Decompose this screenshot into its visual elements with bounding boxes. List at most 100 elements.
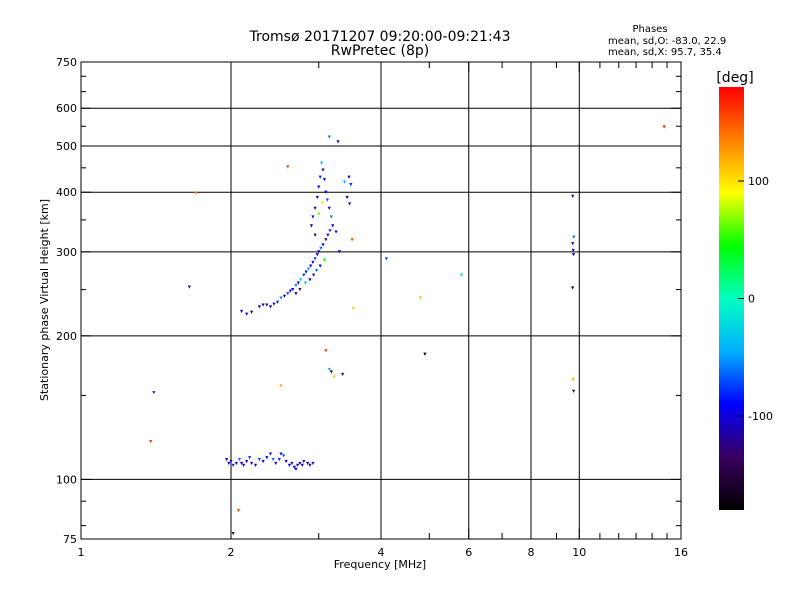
- data-point: [423, 352, 427, 356]
- grid-lines: [81, 62, 681, 539]
- data-point: [187, 285, 191, 289]
- data-point: [342, 180, 347, 184]
- data-point: [317, 185, 321, 189]
- data-point: [274, 461, 278, 466]
- data-point: [299, 278, 303, 282]
- data-point: [303, 281, 307, 285]
- data-point: [418, 296, 423, 300]
- data-point: [245, 312, 249, 316]
- data-point: [345, 195, 349, 200]
- data-point: [300, 463, 304, 467]
- y-tick-label: 200: [56, 330, 77, 343]
- info-line-x: mean, sd,X: 95.7, 35.4: [608, 47, 722, 58]
- data-point: [239, 461, 244, 466]
- data-point: [312, 273, 316, 277]
- x-tick-label: 10: [572, 546, 586, 559]
- data-point: [317, 212, 321, 216]
- data-point: [288, 289, 292, 293]
- x-tick-label: 4: [378, 546, 385, 559]
- info-line-o: mean, sd,O: -83.0, 22.9: [608, 36, 726, 47]
- data-point: [261, 303, 265, 307]
- data-point: [347, 175, 351, 179]
- data-point: [337, 250, 341, 254]
- data-point: [320, 161, 324, 165]
- data-point: [294, 292, 298, 296]
- y-tick-label: 400: [56, 186, 77, 199]
- data-point: [320, 201, 324, 205]
- data-point: [572, 235, 576, 239]
- data-point: [317, 250, 321, 254]
- data-point: [304, 270, 308, 274]
- data-point: [322, 258, 327, 262]
- data-point: [295, 463, 300, 467]
- data-point: [268, 452, 273, 456]
- data-point: [318, 264, 322, 268]
- data-point: [292, 465, 296, 469]
- colorbar-tick-label: 100: [748, 175, 769, 188]
- data-point: [279, 452, 283, 456]
- data-point: [294, 283, 298, 288]
- data-point: [257, 305, 261, 309]
- info-heading: Phases: [632, 24, 667, 35]
- x-axis-label: Frequency [MHz]: [334, 558, 426, 571]
- data-point: [326, 233, 330, 237]
- y-tick-label: 100: [56, 473, 77, 486]
- data-point: [328, 229, 332, 233]
- data-point: [349, 182, 353, 187]
- data-point: [281, 454, 286, 458]
- data-point: [324, 238, 328, 242]
- data-point: [571, 377, 575, 382]
- data-point: [571, 248, 575, 253]
- data-point: [234, 461, 238, 466]
- data-point: [571, 389, 576, 393]
- colorbar-tick-label: 0: [748, 293, 755, 306]
- data-point: [336, 140, 340, 144]
- data-point: [571, 286, 575, 290]
- data-point: [325, 198, 329, 202]
- data-point: [275, 300, 280, 305]
- data-point: [348, 202, 352, 206]
- colorbar-tick-label: -100: [748, 410, 773, 423]
- data-point: [341, 372, 345, 377]
- data-point: [313, 206, 317, 210]
- data-point: [236, 509, 241, 513]
- data-point: [329, 370, 333, 374]
- data-point: [309, 264, 313, 268]
- data-point: [332, 375, 336, 379]
- data-point: [229, 459, 233, 464]
- data-point: [257, 458, 261, 462]
- data-point: [302, 459, 306, 464]
- y-tick-label: 500: [56, 140, 77, 153]
- data-point: [351, 307, 355, 311]
- data-point: [321, 243, 325, 247]
- y-axis-label: Stationary phase Virtual Height [km]: [38, 199, 51, 401]
- data-point: [286, 292, 290, 296]
- data-point: [149, 440, 153, 444]
- data-point: [261, 459, 265, 464]
- data-point: [239, 309, 244, 314]
- x-tick-label: 16: [674, 546, 688, 559]
- data-point: [242, 463, 246, 467]
- y-tick-label: 600: [56, 102, 77, 115]
- data-point: [298, 461, 302, 466]
- data-point: [253, 463, 258, 467]
- x-tick-label: 6: [465, 546, 472, 559]
- data-point: [314, 268, 319, 273]
- x-axis-ticks: 1 2 4 6 8 10 16: [78, 62, 688, 559]
- data-point: [313, 257, 317, 261]
- data-point: [329, 215, 333, 219]
- data-point: [225, 458, 229, 462]
- data-point: [327, 206, 331, 210]
- data-point: [279, 384, 283, 388]
- data-point: [662, 125, 666, 129]
- data-point: [284, 459, 288, 464]
- data-point: [290, 461, 294, 466]
- data-point: [291, 287, 295, 292]
- y-axis-ticks: 75 100 200 300 400 500 600 750: [56, 56, 681, 546]
- data-point: [311, 215, 315, 219]
- data-point: [282, 294, 287, 298]
- data-point: [459, 273, 464, 277]
- data-point: [306, 461, 310, 466]
- data-point: [296, 281, 300, 285]
- data-point: [350, 238, 354, 242]
